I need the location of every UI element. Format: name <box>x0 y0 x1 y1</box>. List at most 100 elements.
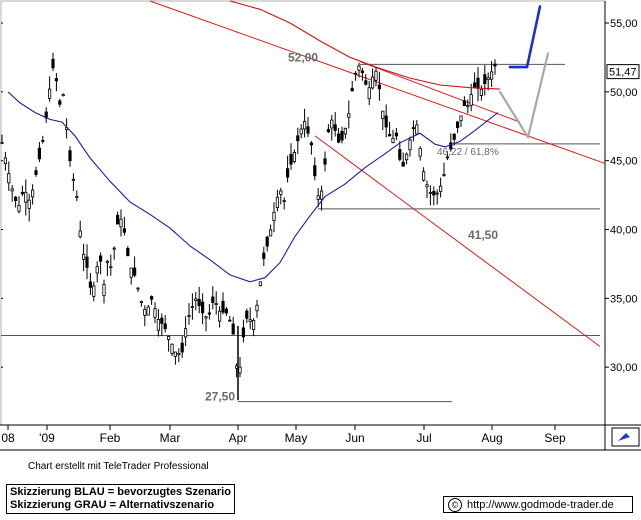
candle-body <box>122 228 126 233</box>
x-axis-ticks: 08 '09 Feb Mar Apr May Jun Jul Aug Sep <box>1 425 566 445</box>
trader-logo-icon[interactable] <box>611 427 640 447</box>
x-tick-label: May <box>285 431 308 445</box>
level-annotation: 46,22 / 61,8% <box>437 147 499 158</box>
candle-body <box>20 191 25 195</box>
candle-body <box>17 205 21 212</box>
level-annotation: 41,50 <box>468 228 498 242</box>
candle-body <box>343 127 348 135</box>
website-box[interactable]: © http://www.godmode-trader.de <box>443 496 633 513</box>
candle-body <box>136 287 140 290</box>
candle-body <box>132 267 137 276</box>
candle-body <box>228 319 232 322</box>
candle-body <box>296 135 300 142</box>
candle-body <box>173 351 177 357</box>
moving-averages <box>7 0 501 283</box>
candle-body <box>102 284 106 296</box>
candle-body <box>221 300 225 313</box>
candle-body <box>0 141 4 144</box>
candle-body <box>68 150 72 162</box>
candle-body <box>493 63 497 67</box>
candle-body <box>211 296 215 303</box>
plot-area <box>0 0 606 426</box>
legend-line-grey: Skizzierung GRAU = Alternativszenario <box>10 499 215 511</box>
candle-body <box>163 323 167 330</box>
ma-blue-line <box>7 91 499 283</box>
candle-body <box>459 115 463 122</box>
candle-body <box>347 113 351 118</box>
candle-body <box>160 317 164 324</box>
candle-body <box>313 165 317 177</box>
candle-body <box>384 115 388 128</box>
candle-body <box>428 191 433 194</box>
credit-text: Chart erstellt mit TeleTrader Profession… <box>28 461 209 472</box>
candle-body <box>48 88 52 99</box>
y-axis-ticks: 55,00 50,00 45,00 40,00 35,00 30,00 <box>1 18 638 374</box>
candle-body <box>187 315 191 317</box>
candle-body <box>452 133 456 140</box>
candle-body <box>469 94 473 106</box>
candle-body <box>183 328 188 338</box>
candle-body <box>200 301 205 314</box>
candle-body <box>438 185 443 192</box>
candle-body <box>292 152 297 162</box>
candle-body <box>129 267 133 278</box>
copyright-icon: © <box>448 498 462 513</box>
candle-body <box>289 153 293 165</box>
candle-body <box>119 218 123 228</box>
annotations: 52,00 41,50 27,50 46,22 / 61,8% <box>205 50 499 403</box>
y-tick-label: 50,00 <box>610 87 638 99</box>
y-tick-label: 40,00 <box>610 225 638 237</box>
x-tick-label: 08 <box>1 431 15 445</box>
candle-body <box>248 319 252 322</box>
candle-body <box>323 158 327 165</box>
candle-body <box>58 100 62 105</box>
candle-body <box>404 153 409 161</box>
candle-body <box>170 343 174 354</box>
candle-body <box>251 319 256 330</box>
candle-body <box>245 310 249 319</box>
candle-body <box>149 296 154 300</box>
candle-body <box>285 168 290 178</box>
candle-body <box>207 312 211 315</box>
candle-body <box>30 189 35 198</box>
candle-body <box>177 353 181 356</box>
candle-body <box>442 174 446 176</box>
candle-body <box>54 78 59 82</box>
candle-body <box>13 196 18 202</box>
candle-body <box>27 199 31 209</box>
level-annotation: 27,50 <box>205 390 235 404</box>
candle-body <box>224 308 228 314</box>
x-tick-label: Feb <box>100 431 121 445</box>
candle-body <box>143 308 147 316</box>
candle-body <box>415 124 419 135</box>
candle-body <box>411 127 416 130</box>
candle-body <box>432 190 436 196</box>
grid-levels <box>1 63 600 403</box>
candle-body <box>360 70 365 73</box>
candle-body <box>336 133 341 143</box>
candle-body <box>401 161 405 167</box>
candle-body <box>166 336 171 340</box>
candle-body <box>34 170 38 175</box>
candle-body <box>231 323 235 335</box>
candle-body <box>425 184 429 188</box>
ma-red-line <box>229 0 501 90</box>
candle-body <box>99 255 103 262</box>
candle-body <box>472 82 477 88</box>
x-tick-label: Apr <box>229 431 248 445</box>
candle-body <box>479 89 484 96</box>
candle-body <box>156 319 160 331</box>
candle-body <box>398 149 402 160</box>
candle-body <box>445 156 450 159</box>
x-tick-label: Sep <box>544 431 566 445</box>
candle-body <box>476 77 480 89</box>
candle-body <box>387 133 392 137</box>
candle-body <box>350 87 354 92</box>
website-url[interactable]: http://www.godmode-trader.de <box>467 499 614 511</box>
x-tick-label: Jun <box>345 431 364 445</box>
candle-body <box>139 301 143 303</box>
candle-body <box>455 121 460 129</box>
candle-body <box>85 256 89 268</box>
candle-body <box>112 247 116 250</box>
candle-body <box>37 147 42 160</box>
